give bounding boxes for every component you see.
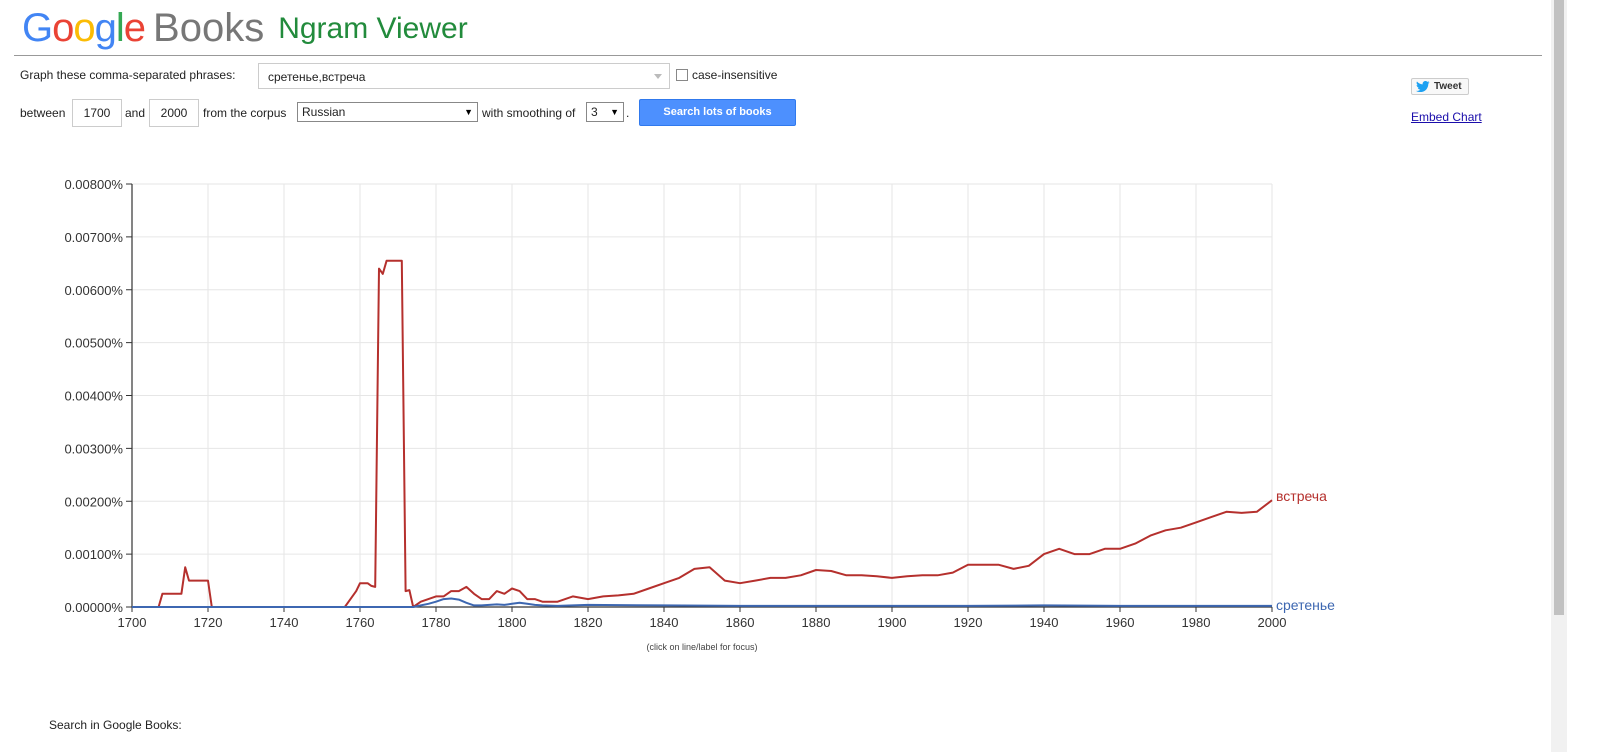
tweet-button[interactable]: Tweet [1411,78,1469,95]
google-wordmark: Google [22,6,146,50]
x-tick-label: 1800 [498,615,527,630]
start-year-input[interactable]: 1700 [72,99,122,127]
x-tick-label: 1860 [726,615,755,630]
y-tick-label: 0.00600% [64,283,123,298]
chart-hint: (click on line/label for focus) [646,642,757,652]
chart-grid [131,183,1273,608]
google-letter: G [22,6,53,50]
y-tick-label: 0.00800% [64,177,123,192]
chart-series[interactable] [132,259,1273,608]
end-year-input[interactable]: 2000 [149,99,199,127]
phrases-input[interactable]: сретенье,встреча [258,63,670,89]
x-tick-label: 1980 [1182,615,1211,630]
page-scrollbar[interactable] [1551,0,1567,752]
dropdown-arrow-icon: ▼ [610,107,619,117]
y-tick-label: 0.00500% [64,336,123,351]
google-letter: g [94,6,117,50]
x-tick-label: 1880 [802,615,831,630]
y-tick-label: 0.00000% [64,600,123,615]
corpus-select-value: Russian [302,105,346,119]
x-tick-label: 1720 [194,615,223,630]
smoothing-period: . [626,106,630,120]
google-books-logo[interactable]: Google Books Ngram Viewer [22,6,468,52]
x-tick-label: 2000 [1258,615,1287,630]
x-tick-label: 1960 [1106,615,1135,630]
ngram-chart[interactable]: 0.00000% 0.00100% 0.00200% 0.00300% 0.00400%… [0,160,1400,660]
y-tick-label: 0.00100% [64,547,123,562]
chevron-down-icon [654,74,662,79]
tweet-label: Tweet [1434,81,1462,92]
between-label: between [20,106,66,120]
case-insensitive-label[interactable]: case-insensitive [692,68,778,82]
corpus-label: from the corpus [203,106,287,120]
app-title: Ngram Viewer [278,12,468,45]
series-line-vstrecha[interactable] [132,259,1273,608]
search-lots-of-books-button[interactable]: Search lots of books [639,99,796,126]
y-tick-label: 0.00200% [64,494,123,509]
dropdown-arrow-icon: ▼ [464,107,473,117]
x-tick-label: 1780 [422,615,451,630]
books-wordmark: Books [153,6,265,50]
x-tick-label: 1740 [270,615,299,630]
and-label: and [125,106,146,120]
x-tick-label: 1920 [954,615,983,630]
smoothing-label: with smoothing of [482,106,576,120]
smoothing-select-value: 3 [591,105,598,119]
y-tick-label: 0.00300% [64,441,123,456]
google-letter: e [123,6,146,50]
y-tick-label: 0.00700% [64,230,123,245]
x-tick-label: 1940 [1030,615,1059,630]
series-label[interactable]: встреча [1276,488,1327,504]
chart-series-labels[interactable]: встреча сретенье [1276,488,1335,613]
x-tick-label: 1900 [878,615,907,630]
phrases-input-value: сретенье,встреча [268,70,366,84]
x-tick-label: 1700 [118,615,147,630]
corpus-select[interactable]: Russian ▼ [297,102,478,122]
embed-chart-link[interactable]: Embed Chart [1411,110,1482,124]
series-line-sretenie[interactable] [132,597,1272,608]
google-letter: o [52,6,74,50]
case-insensitive-checkbox[interactable] [676,69,688,81]
header-divider [14,55,1542,56]
smoothing-select[interactable]: 3 ▼ [586,102,624,122]
search-in-google-books-label: Search in Google Books: [49,718,182,732]
google-letter: l [115,6,125,50]
phrases-label: Graph these comma-separated phrases: [20,68,236,82]
chart-axes: 0.00000% 0.00100% 0.00200% 0.00300% 0.00400%… [64,177,1286,630]
series-label[interactable]: сретенье [1276,597,1335,613]
twitter-bird-icon [1416,81,1430,92]
x-tick-label: 1760 [346,615,375,630]
x-tick-label: 1820 [574,615,603,630]
scrollbar-thumb[interactable] [1554,0,1564,615]
x-tick-label: 1840 [650,615,679,630]
y-tick-label: 0.00400% [64,389,123,404]
google-letter: o [73,6,95,50]
